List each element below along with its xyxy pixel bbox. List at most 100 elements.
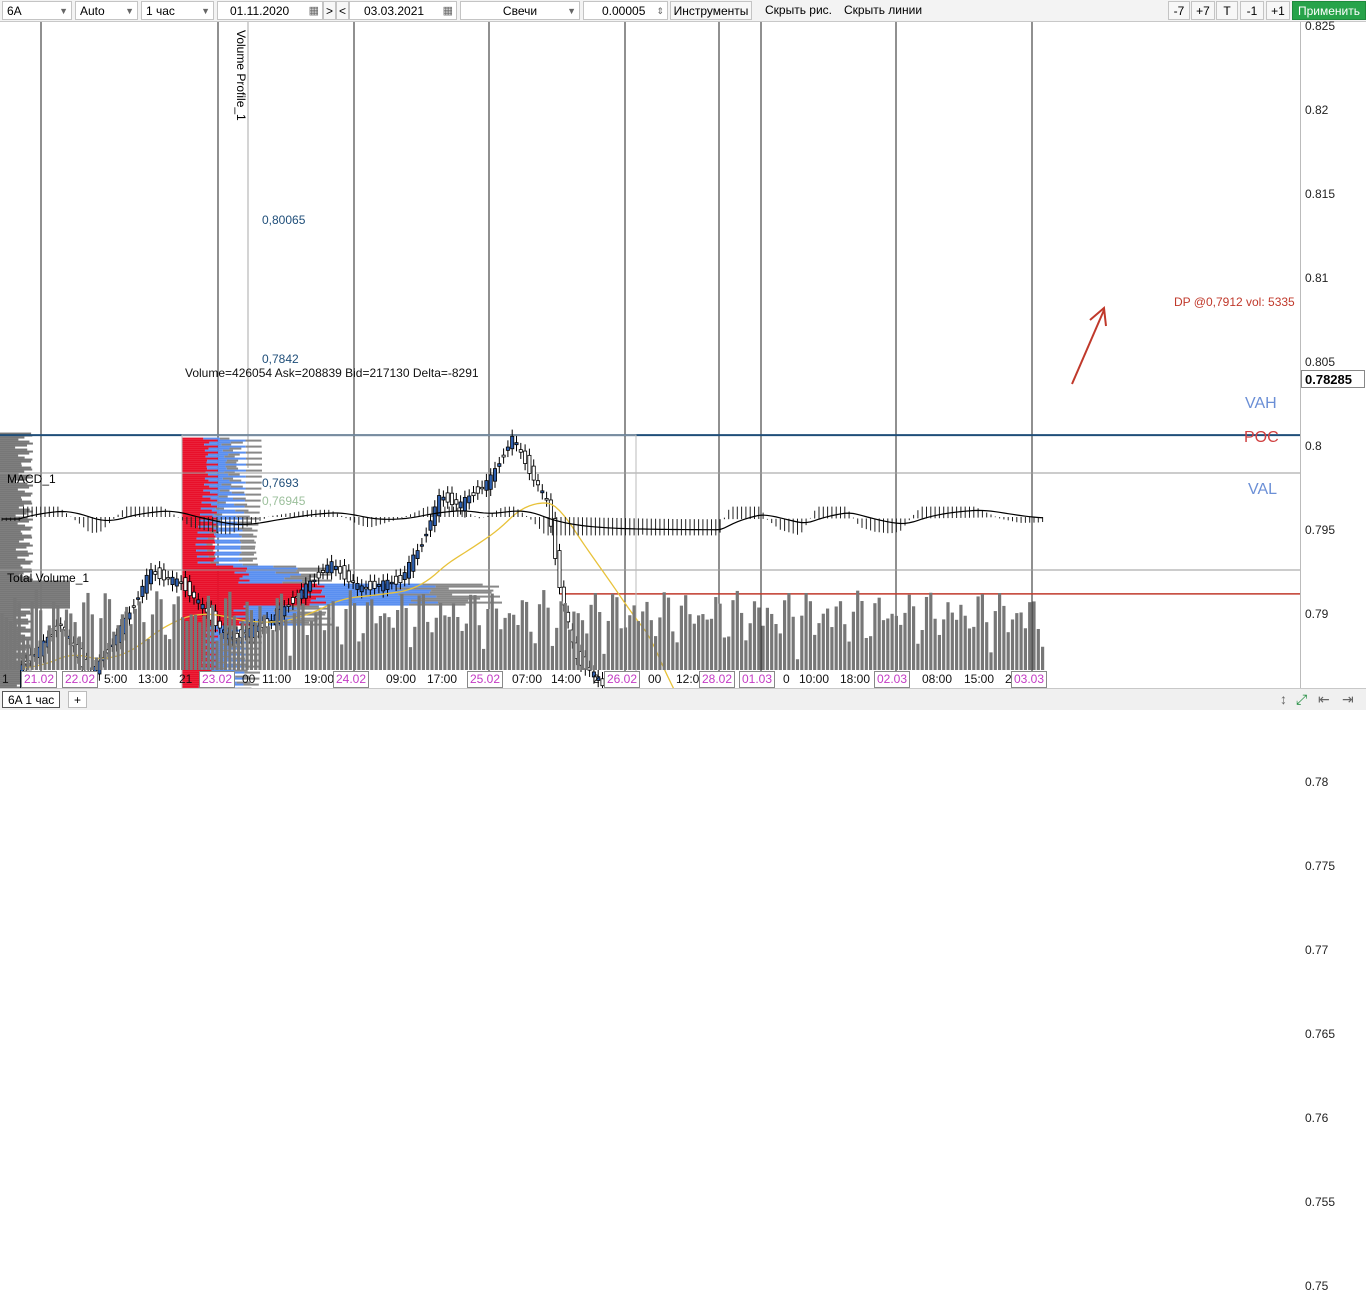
candle-body (304, 584, 307, 598)
volume-bar (344, 609, 347, 670)
symbol-select[interactable]: 6A▼ (2, 1, 72, 20)
volume-bar (878, 598, 881, 670)
instruments-button[interactable]: Инструменты (670, 1, 752, 20)
volume-bar (684, 595, 687, 670)
trend-arrow[interactable] (1072, 308, 1106, 384)
time-tick-label: 5:00 (104, 672, 127, 686)
vp-bar-blue (215, 546, 241, 548)
vp-bar-red (182, 554, 214, 556)
date-tick-label: 21.02 (21, 671, 57, 688)
volume-bar (69, 613, 72, 670)
symbol-value: 6A (7, 4, 22, 18)
chart-type-select[interactable]: Свечи▼ (460, 1, 580, 20)
vp-bar-gray (0, 529, 31, 531)
vp-bar-gray (0, 449, 27, 451)
vp-bar-blue (311, 600, 411, 602)
date-to-field[interactable]: 03.03.2021▦ (349, 1, 457, 20)
date-tick-label: 22.02 (62, 671, 98, 688)
vp-bar-red (182, 470, 218, 472)
vp-bar-gray (0, 499, 22, 501)
scroll-right-icon[interactable]: ⇥ (1342, 691, 1354, 708)
vp-bar-red (182, 438, 203, 440)
vp-bar-gray (0, 503, 32, 505)
candle-body (356, 583, 359, 589)
volume-bar (865, 638, 868, 670)
candle-body (446, 493, 449, 502)
price-axis[interactable]: 0.8250.820.8150.810.8050.80.7950.790.785… (1300, 22, 1366, 688)
hide-drawings-button[interactable]: Скрыть рис. (765, 1, 832, 20)
nav-back-button[interactable]: < (336, 1, 349, 20)
vp-bar-gray (0, 545, 33, 547)
resize-vertical-icon[interactable]: ↕ (1280, 691, 1287, 707)
vp-bar-gray (226, 462, 237, 464)
volume-bar (13, 598, 16, 670)
volume-bar (792, 617, 795, 670)
candle-body (399, 575, 402, 582)
add-tab-button[interactable]: + (68, 691, 87, 708)
vp-bar-gray (0, 463, 21, 465)
vp-bar-blue (197, 556, 209, 558)
candle-body (317, 572, 320, 578)
chart-tab[interactable]: 6A 1 час (2, 691, 60, 708)
scale-select[interactable]: Auto▼ (75, 1, 138, 20)
vp-bar-blue (205, 450, 223, 452)
vp-bar-gray (0, 461, 31, 463)
vp-bar-blue (218, 446, 246, 448)
date-from-field[interactable]: 01.11.2020▦ (217, 1, 323, 20)
chart-canvas[interactable] (0, 22, 1300, 688)
volume-bar (43, 643, 46, 670)
vp-bar-gray (398, 594, 452, 596)
candle-body (506, 447, 509, 450)
high-level-label: 0,80065 (262, 213, 305, 227)
vp-bar-blue (197, 538, 208, 540)
vp-bar-gray (284, 622, 309, 624)
plus1-button[interactable]: +1 (1266, 1, 1290, 20)
nav-forward-button[interactable]: > (323, 1, 336, 20)
fullscreen-icon[interactable]: ⤢ (1296, 691, 1307, 708)
candle-body (412, 555, 415, 571)
volume-bar (142, 622, 145, 670)
vp-bar-gray (207, 550, 213, 552)
candle-body (541, 491, 544, 493)
tick-size-stepper[interactable]: 0.00005⇕ (583, 1, 668, 20)
vp-bar-gray (221, 484, 231, 486)
vp-bar-red (182, 520, 199, 522)
minus1-button[interactable]: -1 (1240, 1, 1264, 20)
volume-bar (35, 590, 38, 670)
vp-bar-blue (218, 452, 246, 454)
volume-bar (383, 613, 386, 670)
vp-bar-gray (241, 546, 256, 548)
vp-bar-red (182, 460, 207, 462)
volume-bar (671, 631, 674, 670)
candle-body (347, 571, 350, 582)
apply-button[interactable]: Применить (1292, 1, 1366, 20)
candle-body (489, 475, 492, 489)
volume-bar (577, 613, 580, 670)
candle-body (201, 604, 204, 608)
scroll-left-icon[interactable]: ⇤ (1318, 691, 1330, 708)
t-button[interactable]: T (1216, 1, 1238, 20)
minus7-button[interactable]: -7 (1168, 1, 1190, 20)
volume-bar (633, 605, 636, 670)
plus7-button[interactable]: +7 (1191, 1, 1215, 20)
vp-bar-blue (240, 578, 285, 580)
timeframe-select[interactable]: 1 час▼ (141, 1, 214, 20)
volume-bar (977, 596, 980, 670)
volume-bar (164, 635, 167, 670)
volume-bar (989, 652, 992, 670)
vp-bar-red (182, 500, 217, 502)
vp-bar-gray (0, 493, 32, 495)
vp-bar-blue (243, 576, 290, 578)
vp-bar-gray (395, 588, 448, 590)
volume-bar (181, 617, 184, 670)
date-tick-label: 24.02 (333, 671, 369, 688)
vp-bar-gray (235, 510, 248, 512)
candle-body (330, 562, 333, 573)
candle-body (128, 613, 131, 619)
hide-lines-button[interactable]: Скрыть линии (844, 1, 922, 20)
volume-bar (559, 601, 562, 670)
macd-histogram (2, 507, 1043, 536)
vp-bar-gray (234, 504, 247, 506)
vp-bar-gray (216, 508, 224, 510)
volume-bar (753, 601, 756, 670)
